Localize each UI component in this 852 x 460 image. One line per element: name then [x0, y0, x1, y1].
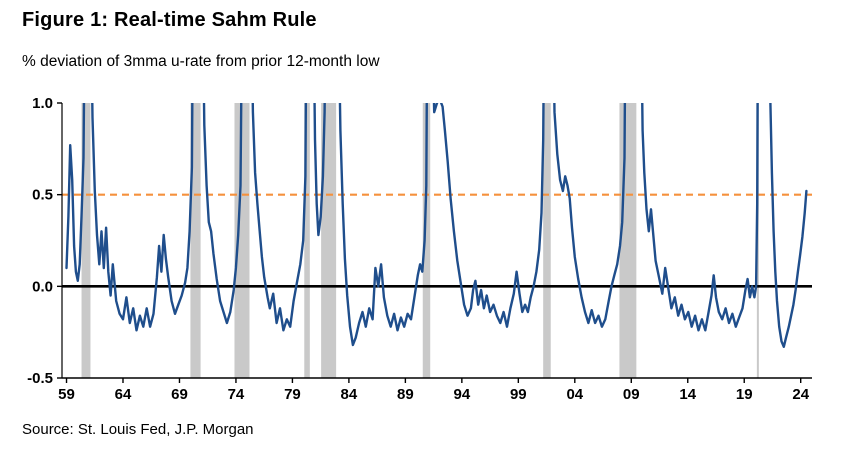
x-axis-label: 79 [284, 386, 301, 403]
x-axis-label: 89 [397, 386, 414, 403]
recession-band [321, 103, 337, 378]
x-axis-label: 94 [454, 386, 471, 403]
source-note: Source: St. Louis Fed, J.P. Morgan [22, 421, 254, 438]
y-axis-label: -0.5 [27, 370, 53, 387]
y-axis: 1.0 0.5 0.0 -0.5 [27, 95, 63, 387]
recession-band [190, 103, 201, 378]
chart-title: Figure 1: Real-time Sahm Rule [22, 9, 317, 31]
x-axis-label: 64 [115, 386, 132, 403]
x-axis-label: 24 [792, 386, 809, 403]
recession-band [422, 103, 431, 378]
recession-band [304, 103, 310, 378]
recession-band [543, 103, 551, 378]
x-axis-label: 09 [623, 386, 640, 403]
sahm-line [65, 103, 808, 348]
recession-band [619, 103, 637, 378]
x-axis-label: 14 [679, 386, 696, 403]
x-axis-label: 74 [228, 386, 245, 403]
chart-subtitle: % deviation of 3mma u-rate from prior 12… [22, 53, 380, 70]
recession-bands [81, 103, 759, 378]
x-axis-label: 99 [510, 386, 527, 403]
x-axis-label: 19 [736, 386, 753, 403]
recession-band [81, 103, 91, 378]
y-axis-label: 0.0 [32, 278, 53, 295]
y-axis-label: 1.0 [32, 95, 53, 112]
x-axis-label: 69 [171, 386, 188, 403]
x-axis-label: 59 [58, 386, 75, 403]
y-axis-label: 0.5 [32, 187, 53, 204]
x-axis-label: 84 [341, 386, 358, 403]
recession-band [234, 103, 250, 378]
x-axis: 59 64 69 74 79 84 89 94 99 04 09 14 19 24 [58, 377, 812, 403]
x-axis-label: 04 [566, 386, 583, 403]
